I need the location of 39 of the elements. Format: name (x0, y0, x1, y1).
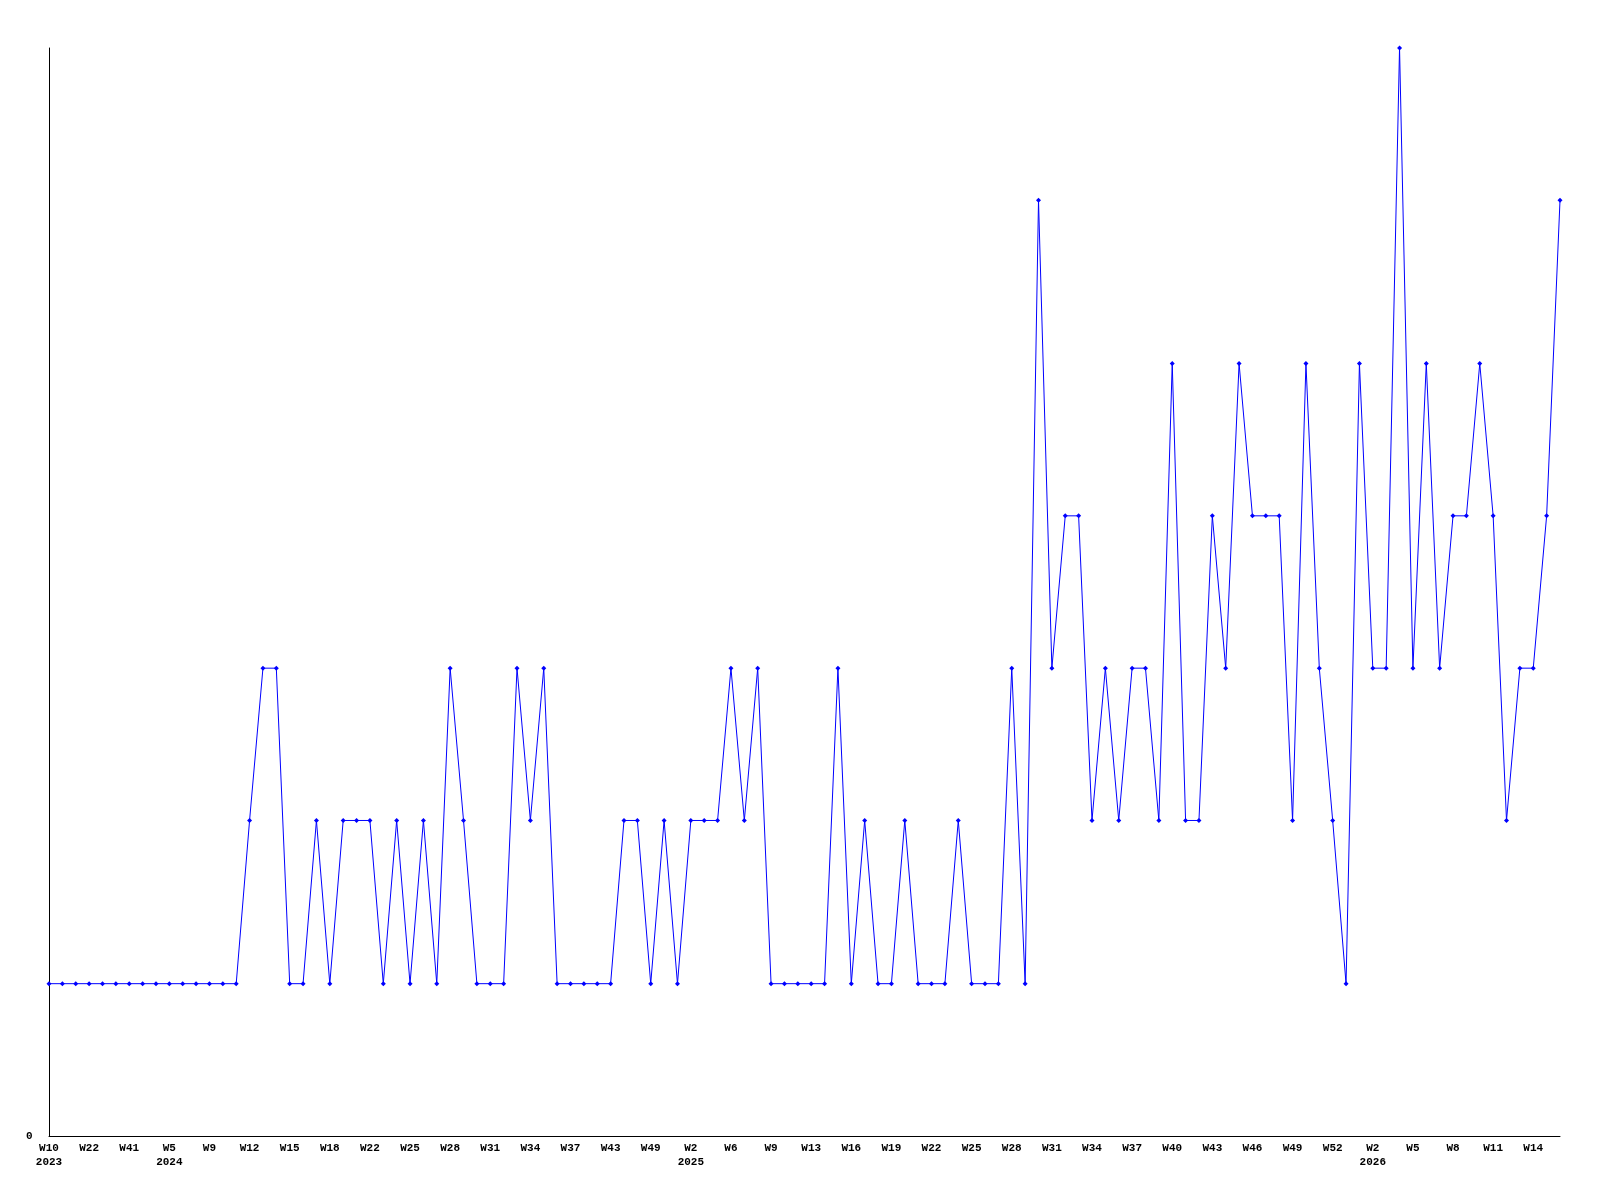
x-tick-label: W15 (279, 1142, 300, 1154)
x-tick-label: W43 (600, 1142, 621, 1154)
x-tick-label: W37 (560, 1142, 581, 1154)
x-tick-label: W25 (961, 1142, 982, 1154)
x-tick-label: W46 (1242, 1142, 1263, 1154)
x-tick-label: W19 (881, 1142, 902, 1154)
x-tick-label: W9 (764, 1142, 778, 1154)
x-tick-label: W22 (79, 1142, 100, 1154)
x-tick-label: W6 (724, 1142, 738, 1154)
x-tick-label: W49 (640, 1142, 661, 1154)
x-tick-label: W12 (239, 1142, 260, 1154)
x-tick-label: W18 (319, 1142, 341, 1154)
x-tick-label: W34 (1082, 1142, 1103, 1154)
x-tick-label: W16 (841, 1142, 862, 1154)
x-tick-label: W2 2025 (677, 1142, 705, 1168)
x-tick-label: W5 2024 (156, 1142, 183, 1168)
text: 0 (26, 1129, 33, 1142)
x-tick-label: W41 (119, 1142, 140, 1154)
x-tick-label: W22 (921, 1142, 942, 1154)
x-tick-label: W14 (1523, 1142, 1544, 1154)
x-tick-label: W5 (1406, 1142, 1420, 1154)
x-tick-label: W13 (801, 1142, 822, 1154)
x-tick-label: W25 (400, 1142, 421, 1154)
x-tick-label: W31 (1041, 1142, 1063, 1154)
x-tick-label: W28 (440, 1142, 461, 1154)
x-tick-label: W34 (520, 1142, 541, 1154)
x-tick-label: W31 (480, 1142, 501, 1154)
x-tick-label: W43 (1202, 1142, 1223, 1154)
x-tick-label: W37 (1122, 1142, 1143, 1154)
x-tick-label: W49 (1282, 1142, 1303, 1154)
x-tick-label: W2 2026 (1359, 1142, 1386, 1168)
x-tick-label: W9 (202, 1142, 217, 1154)
x-tick-label: W11 (1483, 1142, 1504, 1154)
x-tick-label: W8 (1446, 1142, 1461, 1154)
x-tick-label: W22 (360, 1142, 380, 1154)
x-tick-label: W52 (1322, 1142, 1343, 1154)
x-tick-label: W10 2023 (35, 1142, 63, 1168)
x-tick-label: W40 (1162, 1142, 1183, 1154)
x-tick-label: W28 (1001, 1142, 1023, 1154)
